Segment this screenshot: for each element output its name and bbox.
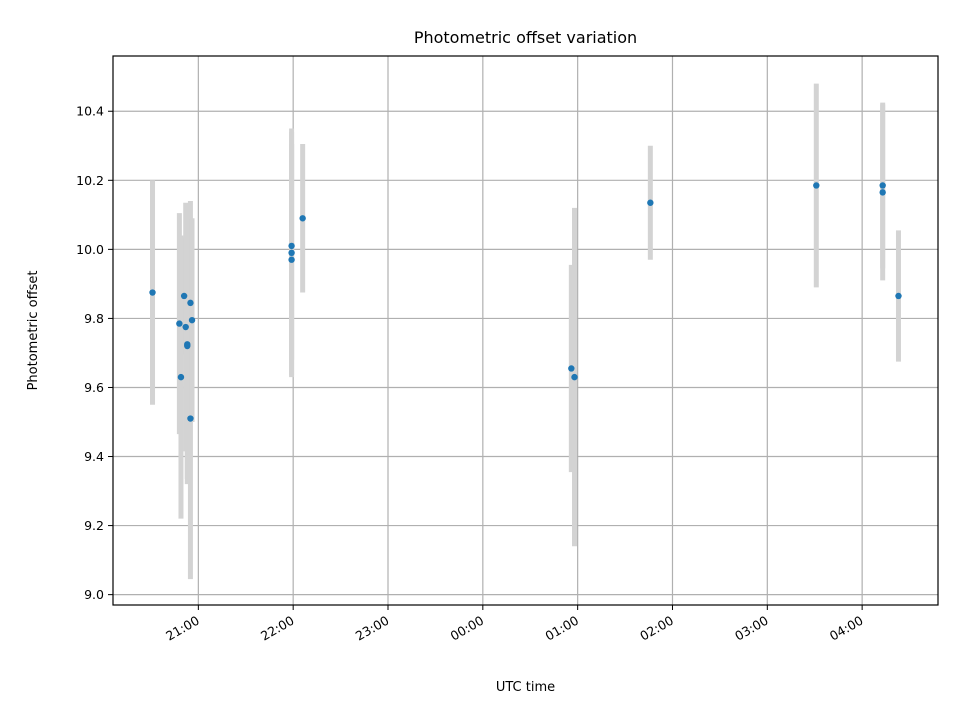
y-tick-label: 9.2 (84, 518, 104, 533)
y-tick-label: 9.0 (84, 587, 104, 602)
x-tick-label: 22:00 (258, 613, 297, 644)
data-point (879, 189, 886, 196)
data-point (187, 299, 194, 307)
y-tick-label: 10.0 (76, 242, 104, 257)
y-axis-ticks: 9.0 9.2 9.4 9.6 9.8 10.0 10.2 10.4 (76, 104, 113, 602)
y-tick-label: 9.4 (84, 449, 104, 464)
data-point (180, 292, 188, 300)
y-tick-label: 10.4 (76, 104, 104, 119)
data-point (813, 182, 820, 189)
error-bars (150, 83, 901, 580)
data-point (647, 199, 654, 206)
data-point (187, 415, 194, 422)
data-point (182, 323, 189, 331)
data-point (895, 292, 902, 300)
x-tick-label: 03:00 (732, 613, 771, 644)
data-point (299, 215, 306, 222)
chart-title: Photometric offset variation (414, 28, 637, 47)
x-tick-label: 04:00 (827, 613, 866, 644)
data-point (288, 242, 295, 250)
x-tick-label: 21:00 (163, 613, 202, 644)
y-tick-label: 9.8 (84, 311, 104, 326)
y-tick-label: 9.6 (84, 380, 104, 395)
data-point (288, 249, 295, 257)
x-tick-label: 23:00 (353, 613, 392, 644)
plot-area-frame (112, 55, 939, 606)
y-axis-label: Photometric offset (26, 271, 41, 391)
data-point (184, 341, 191, 348)
data-point (288, 256, 295, 263)
data-point (879, 182, 886, 189)
data-point (568, 365, 575, 372)
grid (113, 56, 938, 605)
y-tick-label: 10.2 (76, 173, 104, 188)
data-point (177, 373, 185, 381)
x-axis-label: UTC time (496, 680, 555, 695)
data-point (149, 289, 156, 296)
data-point (176, 320, 183, 327)
x-axis-ticks: 21:00 22:00 23:00 00:00 01:00 02:00 03:00 04:00 (163, 605, 866, 644)
x-tick-label: 02:00 (637, 613, 676, 644)
data-point (188, 316, 196, 324)
data-points (149, 182, 902, 422)
x-tick-label: 00:00 (448, 613, 487, 644)
data-point (571, 373, 578, 381)
x-tick-label: 01:00 (542, 613, 581, 644)
